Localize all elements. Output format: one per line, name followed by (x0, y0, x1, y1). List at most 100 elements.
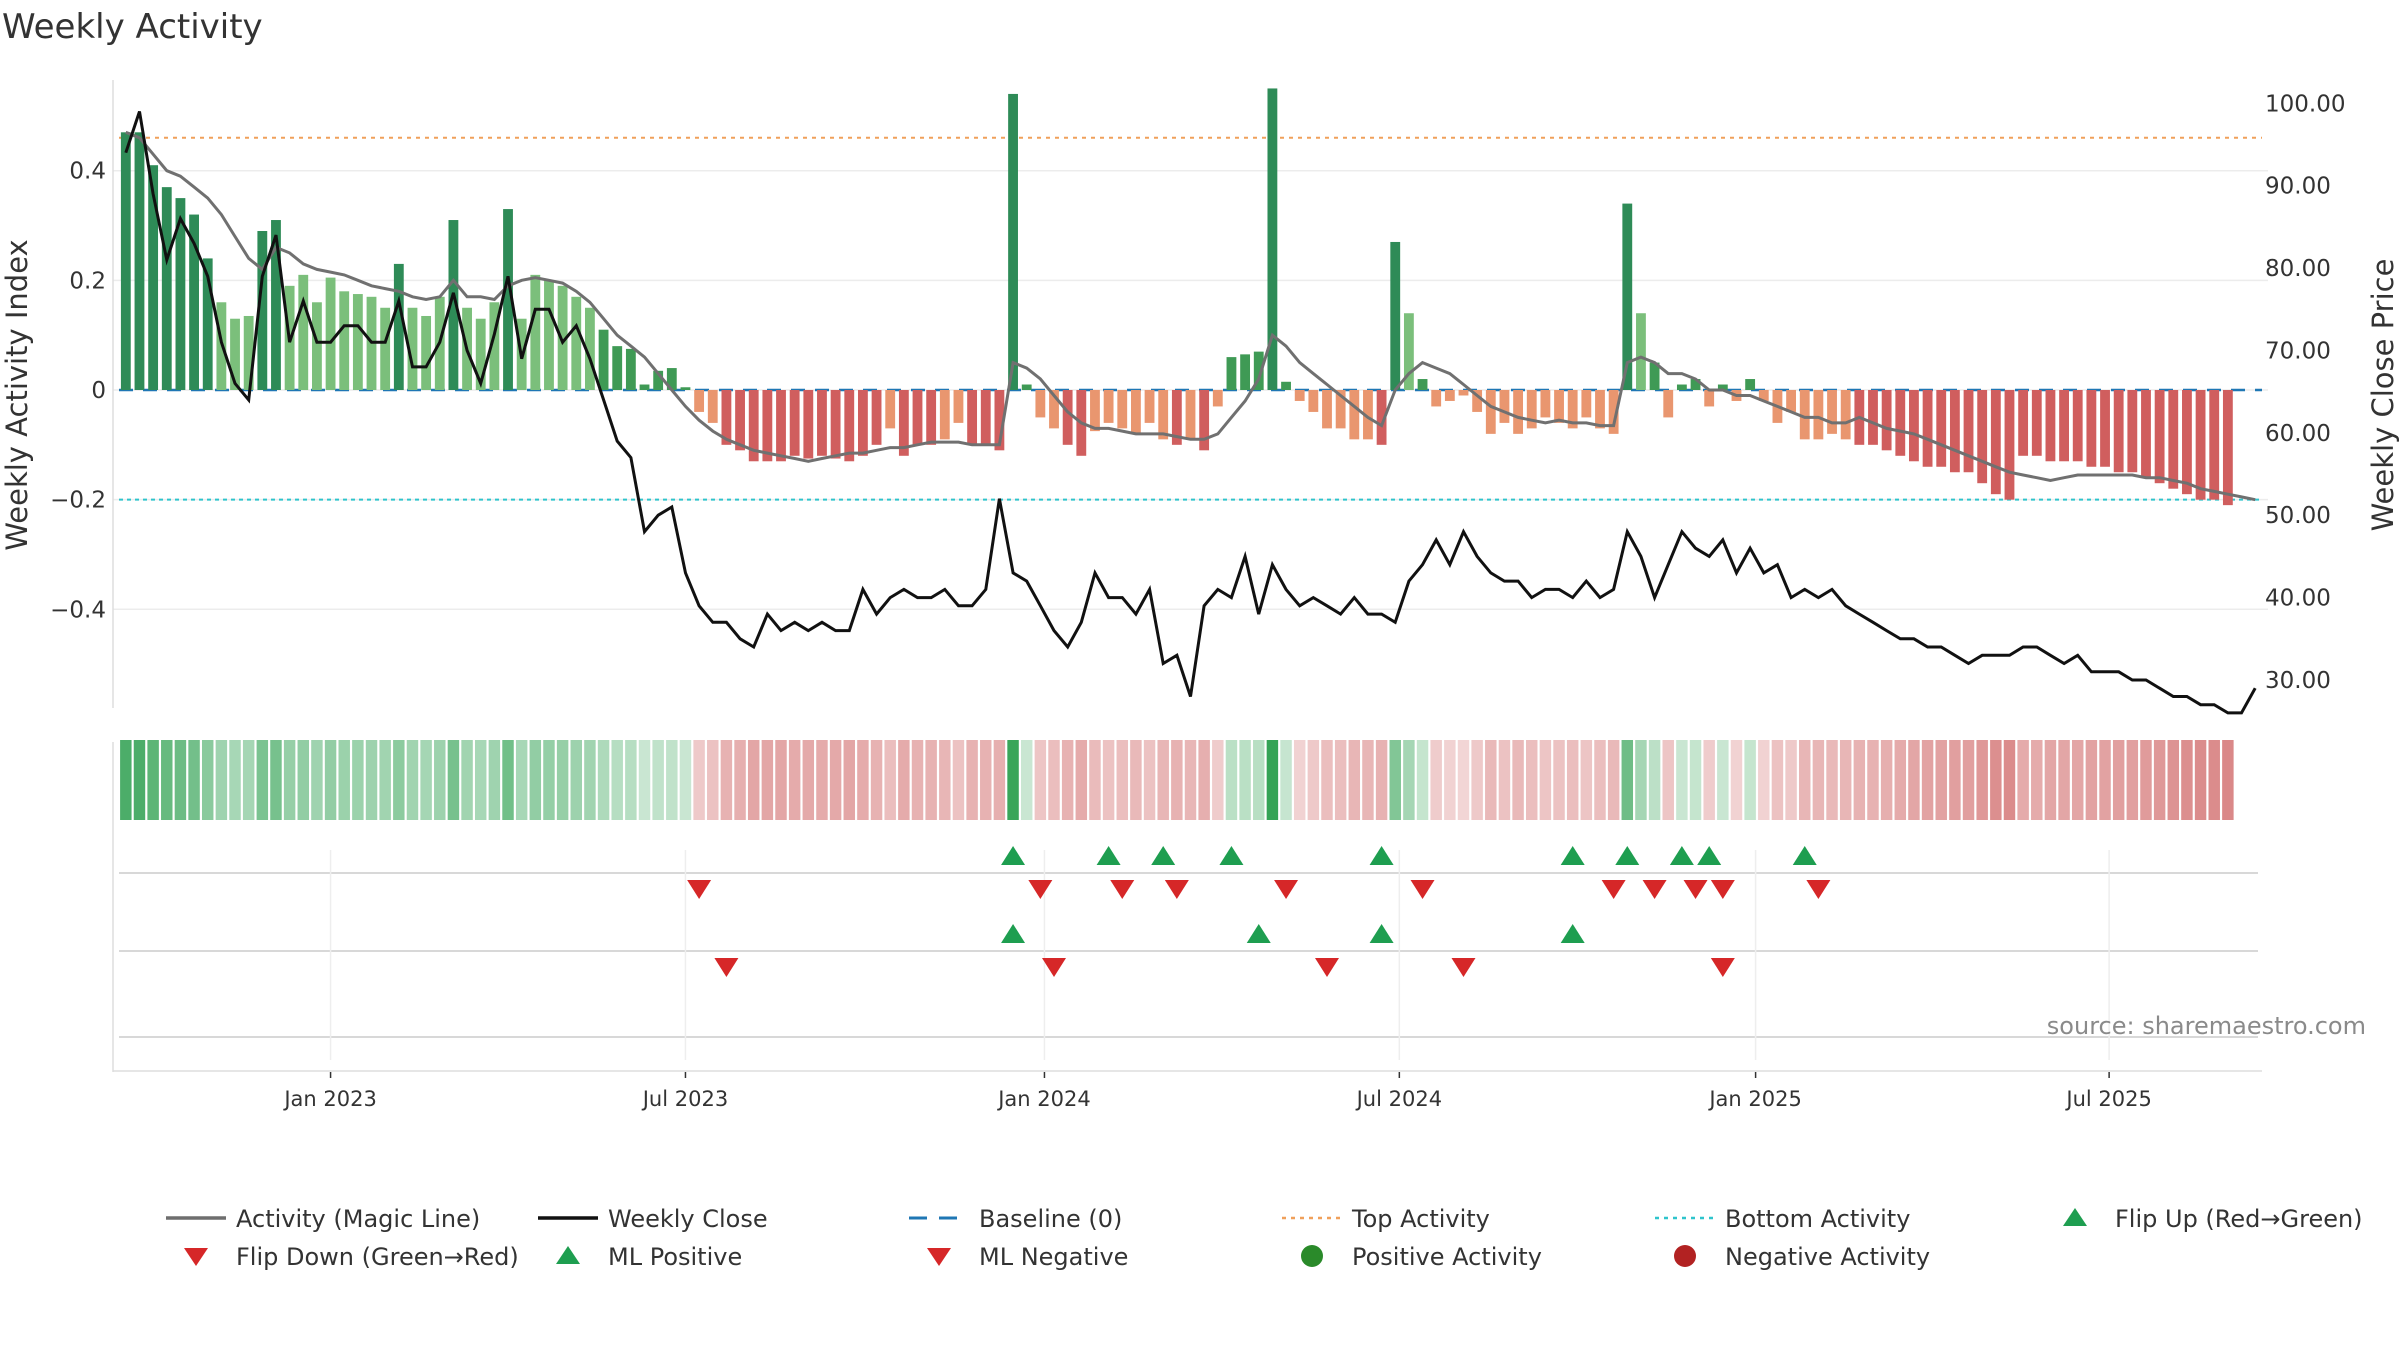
left-tick-label: 0.2 (69, 268, 106, 294)
activity-bar (325, 277, 336, 390)
heat-cell (1225, 740, 1238, 820)
legend-item: Weekly Close (538, 1205, 768, 1233)
heat-cell (1198, 740, 1210, 820)
ml-positive-marker (1246, 924, 1271, 943)
flip-down-marker (1683, 880, 1708, 899)
heat-cell (939, 740, 951, 820)
heat-cell (816, 740, 828, 820)
heat-cell (2112, 740, 2125, 820)
activity-bar (557, 285, 568, 390)
activity-bar (1294, 390, 1305, 401)
heat-cell (174, 740, 187, 820)
flip-up-marker (1792, 846, 1817, 865)
heat-cell (1594, 740, 1606, 820)
right-axis-ticks: 100.00 90.00 80.00 70.00 60.00 50.00 40.00 30.0… (2265, 91, 2345, 694)
heat-cell (1020, 740, 1033, 820)
heat-cell (311, 740, 323, 820)
activity-bar (134, 132, 145, 390)
activity-bar (776, 390, 786, 462)
heat-cell (734, 740, 746, 820)
flip-down-marker (1710, 880, 1735, 899)
heat-cell (2194, 740, 2207, 820)
activity-bar (571, 296, 582, 390)
flip-up-marker (1697, 846, 1722, 865)
activity-bar (503, 209, 513, 390)
activity-bar (530, 274, 541, 390)
heat-cell (652, 740, 664, 820)
activity-bar (1649, 362, 1660, 390)
heat-cell (1184, 740, 1197, 820)
activity-bar (926, 390, 937, 445)
heat-cell (1799, 740, 1811, 820)
right-tick-label: 70.00 (2265, 338, 2331, 364)
activity-bar (1417, 379, 1428, 390)
legend-item: Baseline (0) (909, 1205, 1122, 1233)
heat-cell (2058, 740, 2070, 820)
heat-cell (1089, 740, 1101, 820)
heat-cell (843, 740, 855, 820)
heat-cell (884, 740, 896, 820)
heat-cell (1744, 740, 1756, 820)
heat-cell (1853, 740, 1866, 820)
activity-bar (2059, 390, 2069, 462)
activity-bar (1581, 390, 1592, 418)
heat-cell (215, 740, 228, 820)
activity-bar (1704, 390, 1715, 407)
activity-bar (1090, 390, 1100, 432)
activity-bar (175, 198, 186, 390)
heat-cell (980, 740, 992, 820)
heat-cell (461, 740, 473, 820)
heat-cell (1362, 740, 1374, 820)
activity-heat-strip (120, 740, 2234, 820)
activity-bar (1786, 390, 1796, 412)
activity-bar (1403, 313, 1414, 390)
heat-cell (2153, 740, 2166, 820)
heat-cell (1171, 740, 1183, 820)
activity-bar (735, 390, 745, 451)
heat-cell (1539, 740, 1552, 820)
activity-bar (1117, 390, 1128, 429)
legend-item: Bottom Activity (1655, 1205, 1910, 1233)
heat-cell (1908, 740, 1920, 820)
right-tick-label: 60.00 (2265, 421, 2331, 447)
heat-cell (1990, 740, 2002, 820)
heat-cell (638, 740, 651, 820)
ml-negative-marker (1710, 958, 1735, 977)
heat-cell (474, 740, 487, 820)
activity-bar (2113, 390, 2124, 473)
activity-bar (666, 368, 677, 390)
heat-cell (1676, 740, 1688, 820)
activity-bar (1472, 390, 1483, 412)
ml-positive-marker (1560, 924, 1585, 943)
heat-cell (447, 740, 460, 820)
activity-bar (1745, 379, 1756, 390)
heat-cell (1935, 740, 1947, 820)
ml-positive-marker (1001, 924, 1026, 943)
activity-bar (1485, 390, 1496, 434)
activity-bar (1868, 390, 1878, 445)
activity-bar (2168, 390, 2179, 489)
heat-cell (2031, 740, 2043, 820)
heat-cell (2003, 740, 2016, 820)
activity-bar (871, 390, 882, 445)
activity-bar (1185, 390, 1196, 440)
heat-cell (379, 740, 391, 820)
flip-down-marker (1110, 880, 1135, 899)
activity-bar (1990, 390, 2001, 495)
left-tick-label: 0.4 (69, 159, 106, 185)
activity-bar (1608, 390, 1619, 434)
heat-cell (1430, 740, 1442, 820)
gridlines (112, 80, 2268, 1072)
flip-down-marker (1601, 880, 1626, 899)
heat-cell (1471, 740, 1483, 820)
activity-bar (612, 346, 623, 390)
heat-cell (256, 740, 269, 820)
activity-bar (1226, 357, 1237, 390)
heat-cell (1444, 740, 1456, 820)
heat-cell (2140, 740, 2152, 820)
x-tick-label: Jan 2024 (996, 1087, 1091, 1111)
activity-bar (189, 214, 199, 390)
heat-cell (1976, 740, 1988, 820)
heat-cell (2222, 740, 2234, 820)
activity-bar (680, 387, 691, 390)
